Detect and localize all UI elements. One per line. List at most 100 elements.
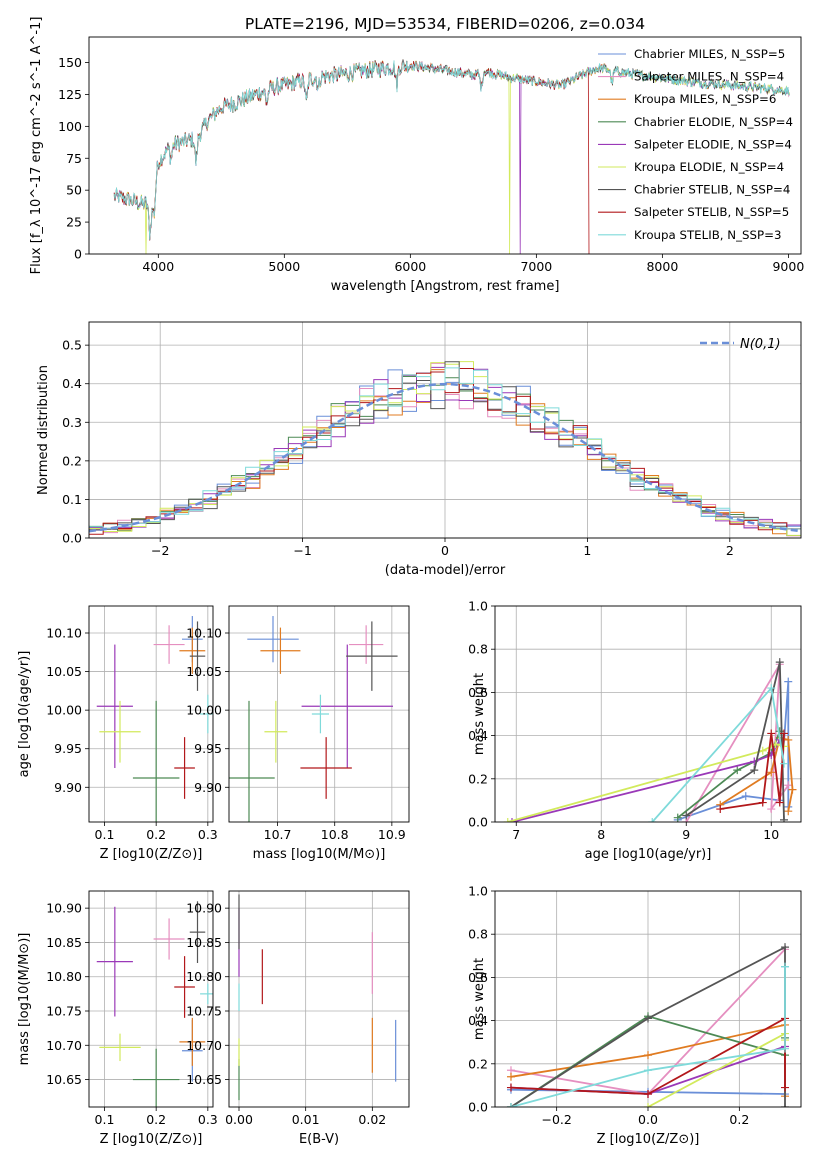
- x-tick-label: 2: [726, 543, 734, 558]
- weight-marker: [644, 1066, 652, 1075]
- x-tick-label: 5000: [268, 259, 300, 274]
- weight-marker: [781, 943, 790, 952]
- x-axis-label: (data-model)/error: [385, 563, 506, 578]
- weight-marker: [775, 798, 784, 807]
- point-3: [132, 1048, 180, 1107]
- axes-frame: [88, 890, 214, 1108]
- x-tick-label: 10.8: [321, 827, 349, 842]
- weight-marker: [780, 729, 788, 738]
- spectrum-line: [113, 59, 790, 254]
- error-bars: [96, 616, 213, 822]
- weight-marker: [758, 746, 767, 755]
- y-tick-label: 0.4: [468, 728, 488, 743]
- y-tick-label: 10.00: [46, 703, 82, 718]
- y-tick-label: 0.8: [468, 642, 488, 657]
- y-tick-label: 50: [66, 183, 82, 198]
- y-tick-label: 0.5: [62, 338, 82, 353]
- x-tick-label: 7000: [520, 259, 552, 274]
- axes-frame: [228, 890, 410, 1108]
- y-tick-label: 10.65: [46, 1072, 82, 1087]
- legend-label: N(0,1): [740, 337, 781, 352]
- x-tick-label: −0.2: [541, 1112, 571, 1127]
- y-tick-label: 0.3: [62, 415, 82, 430]
- y-tick-label: 0.0: [468, 815, 488, 830]
- point-7: [300, 737, 352, 799]
- spectrum-lines: [113, 59, 790, 254]
- y-tick-label: 9.90: [194, 780, 222, 795]
- weight-marker: [508, 818, 516, 822]
- x-tick-label: 0.2: [146, 1112, 166, 1127]
- x-tick-label: 0.1: [95, 827, 115, 842]
- y-tick-label: 10.90: [186, 901, 222, 916]
- weight-marker: [741, 792, 750, 801]
- point-7: [174, 956, 195, 1018]
- legend-label: Kroupa STELIB, N_SSP=3: [634, 228, 781, 242]
- y-tick-label: 10.65: [186, 1072, 222, 1087]
- x-axis-label: E(B-V): [299, 1132, 339, 1147]
- weight-marker: [716, 805, 725, 814]
- point-4: [301, 644, 393, 768]
- axes-frame: [88, 321, 802, 539]
- weight-lines: [506, 943, 790, 1107]
- weight-marker: [506, 1072, 515, 1081]
- panel-mass-vs-EBV: 0.00 0.01 0.02 10.65 10.70 10.75 10.80 10.85 10.…: [186, 890, 410, 1147]
- x-tick-label: 8: [597, 827, 605, 842]
- x-tick-label: 0.02: [358, 1112, 386, 1127]
- y-tick-label: 125: [58, 87, 82, 102]
- x-axis-label: age [log10(age/yr)]: [585, 847, 712, 862]
- y-tick-label: 0.1: [62, 492, 82, 507]
- y-tick-label: 10.90: [46, 901, 82, 916]
- weight-line: [507, 743, 785, 822]
- weight-marker: [781, 1044, 790, 1053]
- x-tick-label: 10.7: [264, 827, 292, 842]
- panel-age-vs-mass: 10.7 10.8 10.9 9.90 9.95 10.00 10.05 10.10 mass …: [186, 605, 410, 862]
- legend-label: Chabrier MILES, N_SSP=5: [634, 47, 785, 61]
- y-tick-label: 10.10: [46, 626, 82, 641]
- point-5: [99, 1033, 141, 1062]
- x-tick-label: 1: [583, 543, 591, 558]
- x-tick-label: 9: [682, 827, 690, 842]
- weight-marker: [784, 677, 793, 686]
- weight-marker: [648, 818, 657, 822]
- y-tick-label: 0.0: [468, 1100, 488, 1115]
- y-tick-label: 10.75: [186, 1004, 222, 1019]
- weight-marker: [781, 962, 790, 971]
- weight-marker: [781, 1103, 790, 1107]
- histogram-step: [89, 367, 801, 537]
- y-axis-label: mass weight: [472, 958, 487, 1040]
- y-tick-label: 10.85: [186, 935, 222, 950]
- legend-label: Salpeter MILES, N_SSP=4: [634, 70, 784, 84]
- legend-label: Kroupa ELODIE, N_SSP=4: [634, 160, 784, 174]
- x-tick-label: 6000: [394, 259, 426, 274]
- y-tick-label: 25: [66, 215, 82, 230]
- point-6: [189, 901, 206, 963]
- panel-weight-vs-age: 7 8 9 10 0.0 0.2 0.4 0.6 0.8 1.0 age [log10(age/yr…: [468, 599, 802, 862]
- x-tick-label: 0.3: [198, 1112, 218, 1127]
- point-2: [260, 627, 301, 674]
- x-axis-label: Z [log10(Z/Z⊙)]: [597, 1132, 700, 1147]
- x-tick-label: 0.0: [638, 1112, 658, 1127]
- panel-residuals: −2 −1 0 1 2 0.0 0.1 0.2 0.3 0.4 0.5 (data-model)/er…: [36, 321, 802, 578]
- figure-title: PLATE=2196, MJD=53534, FIBERID=0206, z=0…: [245, 15, 645, 33]
- panel-age-vs-Z: 0.1 0.2 0.3 9.90 9.95 10.00 10.05 10.10 Z [log10…: [17, 605, 218, 862]
- weight-marker: [733, 766, 742, 775]
- y-tick-label: 10.80: [186, 969, 222, 984]
- y-tick-label: 0.4: [62, 376, 82, 391]
- weight-marker: [644, 1014, 652, 1023]
- point-1: [153, 918, 185, 960]
- y-axis-label: age [log10(age/yr)]: [17, 651, 32, 778]
- spectrum-line: [113, 60, 790, 240]
- x-tick-label: 8000: [646, 259, 678, 274]
- point-1: [153, 625, 185, 664]
- y-tick-label: 75: [66, 151, 82, 166]
- weight-marker: [750, 766, 759, 775]
- legend-label: Salpeter STELIB, N_SSP=5: [634, 205, 789, 219]
- error-bars: [229, 616, 398, 822]
- x-tick-label: 0.2: [729, 1112, 749, 1127]
- point-4: [96, 906, 133, 1017]
- weight-marker: [784, 807, 793, 816]
- x-tick-label: 0.3: [198, 827, 218, 842]
- y-tick-label: 10.70: [46, 1038, 82, 1053]
- axes-frame: [494, 890, 802, 1108]
